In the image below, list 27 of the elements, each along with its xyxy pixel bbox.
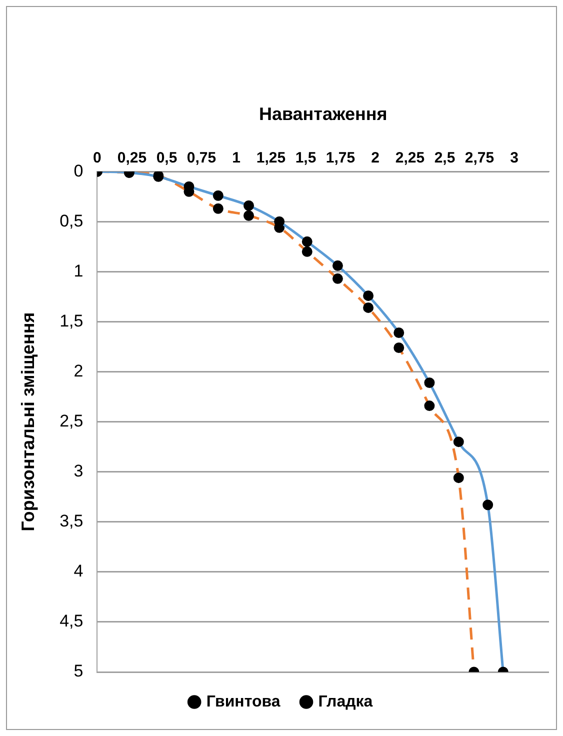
y-tick-label: 2 bbox=[74, 361, 84, 380]
x-tick-label: 2,5 bbox=[434, 150, 456, 167]
x-axis-title: Навантаження bbox=[258, 104, 388, 124]
y-tick-label: 5 bbox=[74, 662, 84, 681]
y-tick-label: 2,5 bbox=[60, 411, 84, 430]
y-tick-label: 1,5 bbox=[60, 311, 84, 330]
x-tick-label: 2,75 bbox=[464, 150, 494, 167]
x-tick-label: 0,25 bbox=[117, 150, 147, 167]
x-tick-label: 1,25 bbox=[256, 150, 286, 167]
y-tick-label: 4,5 bbox=[60, 612, 84, 631]
x-tick-label: 0,5 bbox=[156, 150, 178, 167]
y-tick-label: 3,5 bbox=[60, 512, 84, 531]
x-tick-label: 3 bbox=[510, 150, 518, 167]
y-tick-label: 4 bbox=[74, 562, 84, 581]
y-tick-label: 3 bbox=[74, 462, 84, 481]
x-tick-label: 1 bbox=[232, 150, 240, 167]
x-tick-label: 2 bbox=[371, 150, 380, 167]
legend-label: Гвинтова bbox=[206, 693, 280, 710]
y-tick-label: 1 bbox=[74, 261, 84, 280]
y-axis-title: Горизонтальні зміщення bbox=[18, 312, 38, 532]
x-tick-label: 0,75 bbox=[186, 150, 216, 167]
x-tick-label: 1,75 bbox=[326, 150, 356, 167]
y-tick-label: 0,5 bbox=[60, 211, 84, 230]
x-tick-label: 0 bbox=[93, 150, 102, 167]
legend-label: Гладка bbox=[318, 693, 373, 710]
x-tick-label: 1,5 bbox=[295, 150, 316, 167]
x-tick-label: 2,25 bbox=[395, 150, 425, 167]
